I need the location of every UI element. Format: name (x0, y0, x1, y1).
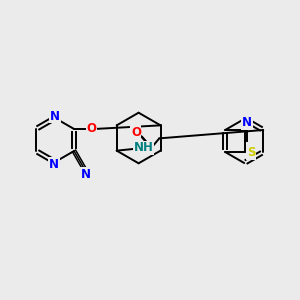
Text: N: N (50, 110, 60, 122)
Text: S: S (247, 146, 255, 160)
Text: NH: NH (134, 141, 153, 154)
Text: O: O (86, 122, 96, 134)
Text: N: N (80, 168, 91, 181)
Text: O: O (131, 126, 141, 139)
Text: N: N (49, 158, 59, 170)
Text: N: N (242, 116, 252, 130)
